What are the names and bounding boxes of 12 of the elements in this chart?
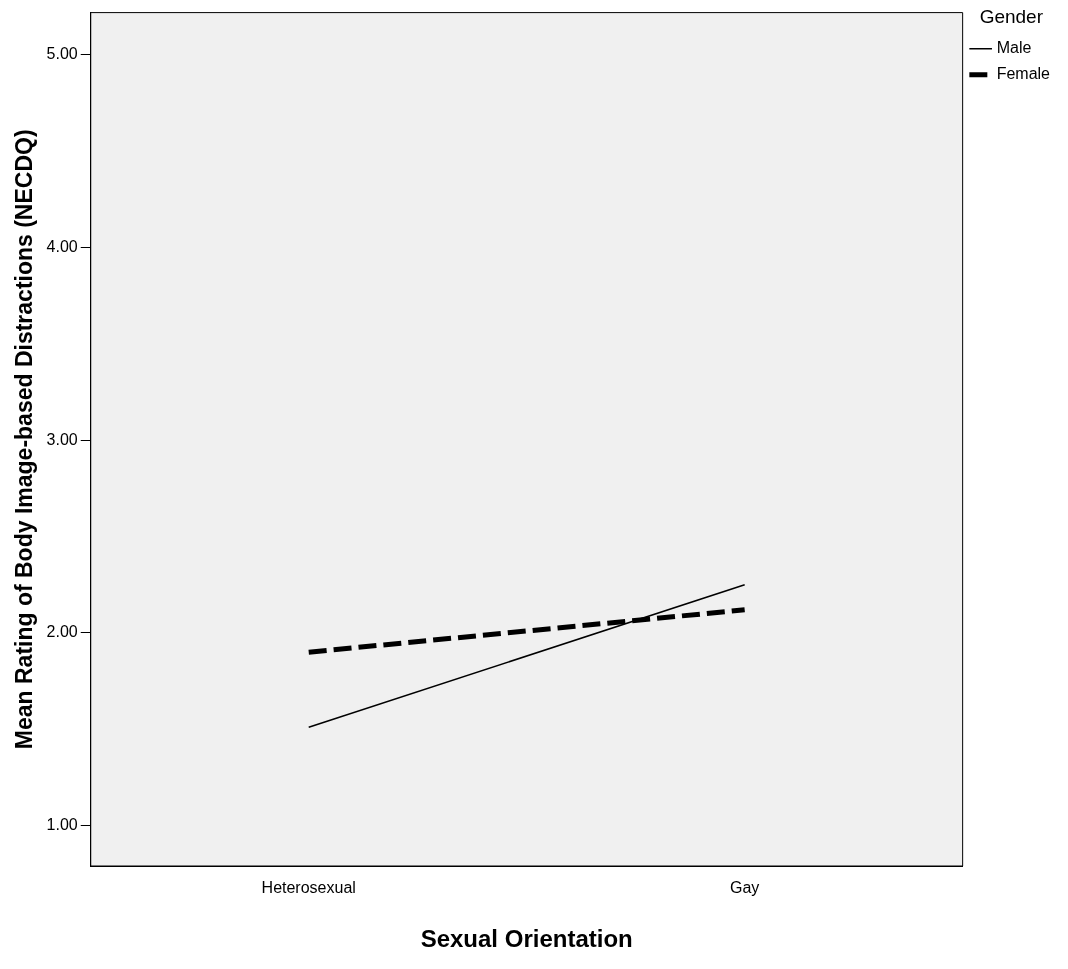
- y-tick-label: 5.00: [46, 45, 78, 63]
- x-tick-label: Gay: [730, 879, 760, 897]
- y-tick-label: 3.00: [46, 430, 78, 448]
- legend-title: Gender: [979, 5, 1044, 27]
- legend-label: Male: [996, 39, 1032, 57]
- y-tick-label: 4.00: [46, 238, 78, 256]
- x-tick-label: Heterosexual: [261, 879, 356, 897]
- legend-label: Female: [996, 65, 1051, 83]
- y-tick-label: 2.00: [46, 623, 78, 641]
- y-axis-title: Mean Rating of Body Image-based Distractions (NECDQ): [11, 129, 38, 750]
- x-axis-title: Sexual Orientation: [420, 925, 633, 953]
- y-tick-label: 1.00: [46, 815, 78, 833]
